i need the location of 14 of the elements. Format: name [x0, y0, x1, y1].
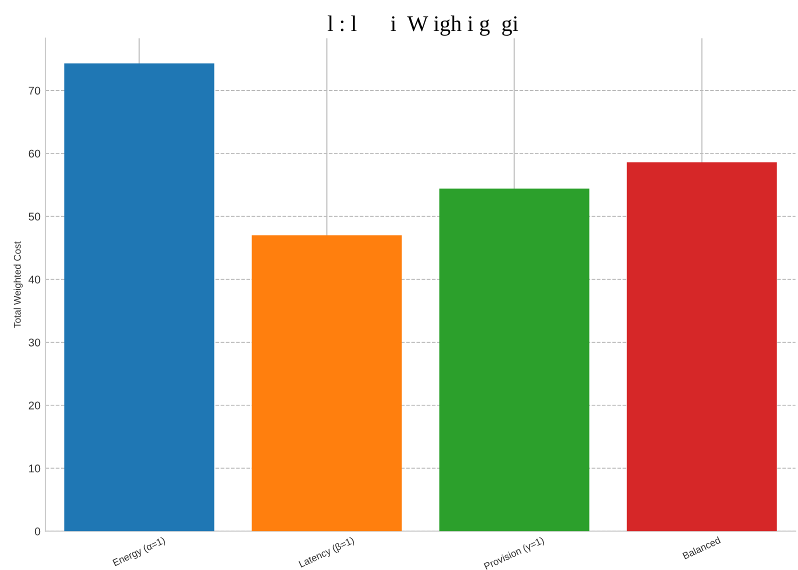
y-axis-title: Total Weighted Cost — [14, 241, 23, 328]
bar — [439, 188, 590, 532]
bar — [252, 235, 402, 532]
y-tick-label: 20 — [28, 402, 40, 410]
y-tick-label: 60 — [28, 150, 40, 158]
y-tick-label: 0 — [34, 528, 40, 536]
bar — [626, 162, 777, 532]
y-tick-label: 70 — [28, 86, 40, 95]
y-tick-label: 40 — [28, 276, 40, 284]
y-tick-label: 50 — [28, 212, 40, 221]
y-tick-label: 30 — [28, 338, 40, 346]
chart-title: l : l i W igh i g gi — [328, 16, 518, 36]
y-tick-label: 10 — [29, 464, 40, 472]
bar — [64, 63, 214, 532]
